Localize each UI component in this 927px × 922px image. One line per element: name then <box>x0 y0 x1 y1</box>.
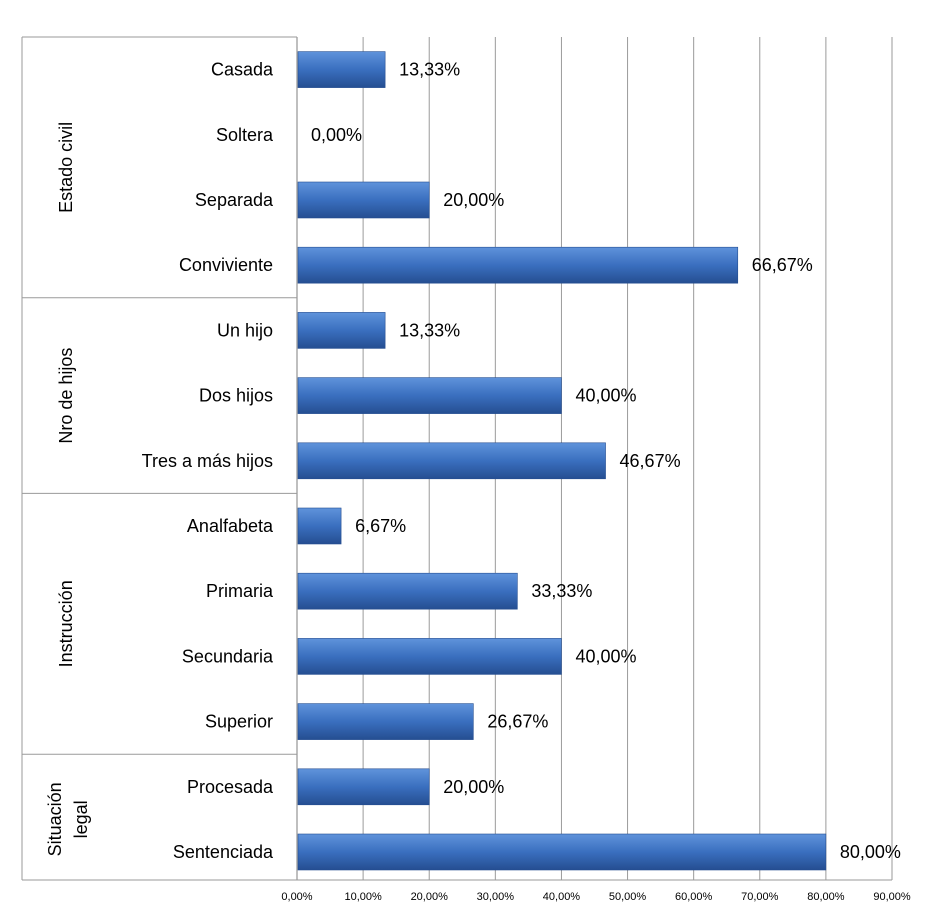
x-tick-label: 0,00% <box>281 891 312 903</box>
data-label: 13,33% <box>399 60 460 80</box>
data-label: 13,33% <box>399 320 460 340</box>
data-label: 6,67% <box>355 516 406 536</box>
category-label: Un hijo <box>217 320 273 340</box>
bar <box>297 312 386 349</box>
bar <box>297 638 562 675</box>
category-label: Analfabeta <box>187 516 274 536</box>
category-label: Dos hijos <box>199 386 273 406</box>
x-tick-label: 90,00% <box>873 891 911 903</box>
data-label: 80,00% <box>840 842 901 862</box>
category-label: Tres a más hijos <box>142 451 273 471</box>
bar <box>297 833 827 871</box>
bar <box>297 51 386 88</box>
x-tick-label: 20,00% <box>411 891 449 903</box>
x-tick-label: 70,00% <box>741 891 779 903</box>
data-label: 26,67% <box>487 712 548 732</box>
x-tick-label: 10,00% <box>344 891 382 903</box>
category-label: Conviviente <box>179 255 273 275</box>
category-label: Soltera <box>216 125 274 145</box>
category-label: Casada <box>211 60 274 80</box>
data-label: 46,67% <box>620 451 681 471</box>
data-label: 20,00% <box>443 777 504 797</box>
bar <box>297 246 739 284</box>
category-label: Sentenciada <box>173 842 274 862</box>
category-label: Procesada <box>187 777 274 797</box>
bar <box>297 377 562 414</box>
bar <box>297 181 430 219</box>
group-label: Instrucción <box>56 580 76 667</box>
group-label: legal <box>71 800 91 838</box>
bar <box>297 572 518 610</box>
group-label: Estado civil <box>56 122 76 213</box>
x-tick-label: 30,00% <box>477 891 515 903</box>
data-label: 20,00% <box>443 190 504 210</box>
bar <box>297 768 430 806</box>
bar <box>297 507 342 545</box>
bar <box>297 703 474 740</box>
data-label: 0,00% <box>311 125 362 145</box>
category-label: Primaria <box>206 581 274 601</box>
category-label: Superior <box>205 712 273 732</box>
x-tick-label: 80,00% <box>807 891 845 903</box>
x-tick-label: 60,00% <box>675 891 713 903</box>
data-label: 33,33% <box>531 581 592 601</box>
data-label: 40,00% <box>575 646 636 666</box>
x-tick-label: 40,00% <box>543 891 581 903</box>
bar <box>297 442 606 480</box>
category-label: Separada <box>195 190 274 210</box>
x-tick-label: 50,00% <box>609 891 647 903</box>
data-label: 66,67% <box>752 255 813 275</box>
group-label: Nro de hijos <box>56 348 76 444</box>
category-label: Secundaria <box>182 646 274 666</box>
group-label: Situación <box>45 782 65 856</box>
data-label: 40,00% <box>575 386 636 406</box>
